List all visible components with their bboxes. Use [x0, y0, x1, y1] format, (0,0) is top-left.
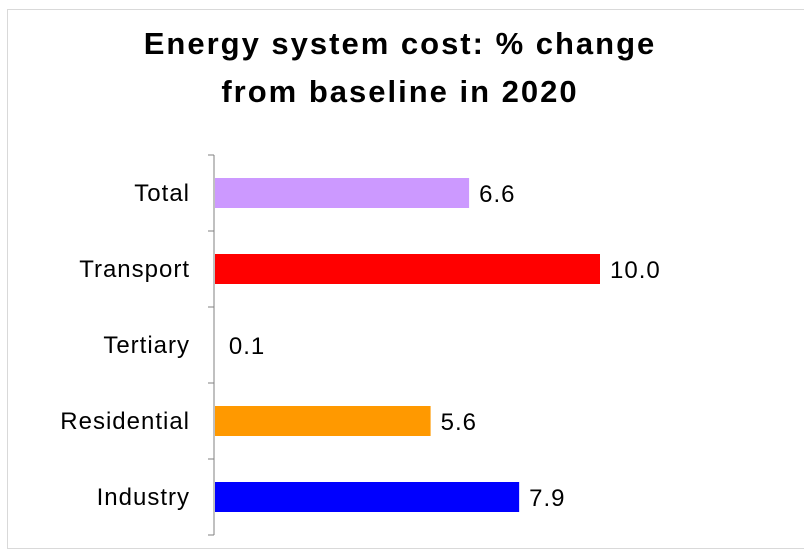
chart-title: Energy system cost: % change from baseli…	[0, 20, 800, 116]
value-label-tertiary: 0.1	[229, 333, 265, 360]
bar-transport	[215, 254, 600, 284]
value-label-transport: 10.0	[610, 257, 661, 284]
category-label-residential: Residential	[60, 408, 190, 435]
category-label-total: Total	[134, 180, 190, 207]
value-label-industry: 7.9	[529, 485, 565, 512]
bar-industry	[215, 482, 520, 512]
bar-tertiary	[215, 330, 219, 360]
chart-title-line-1: Energy system cost: % change	[143, 26, 657, 61]
bar-residential	[215, 406, 431, 436]
bar-total	[215, 178, 470, 208]
chart-title-line-2: from baseline in 2020	[221, 74, 579, 109]
category-label-transport: Transport	[79, 256, 190, 283]
value-label-residential: 5.6	[441, 409, 477, 436]
category-label-tertiary: Tertiary	[103, 332, 190, 359]
value-label-total: 6.6	[479, 181, 515, 208]
category-label-industry: Industry	[97, 484, 190, 511]
